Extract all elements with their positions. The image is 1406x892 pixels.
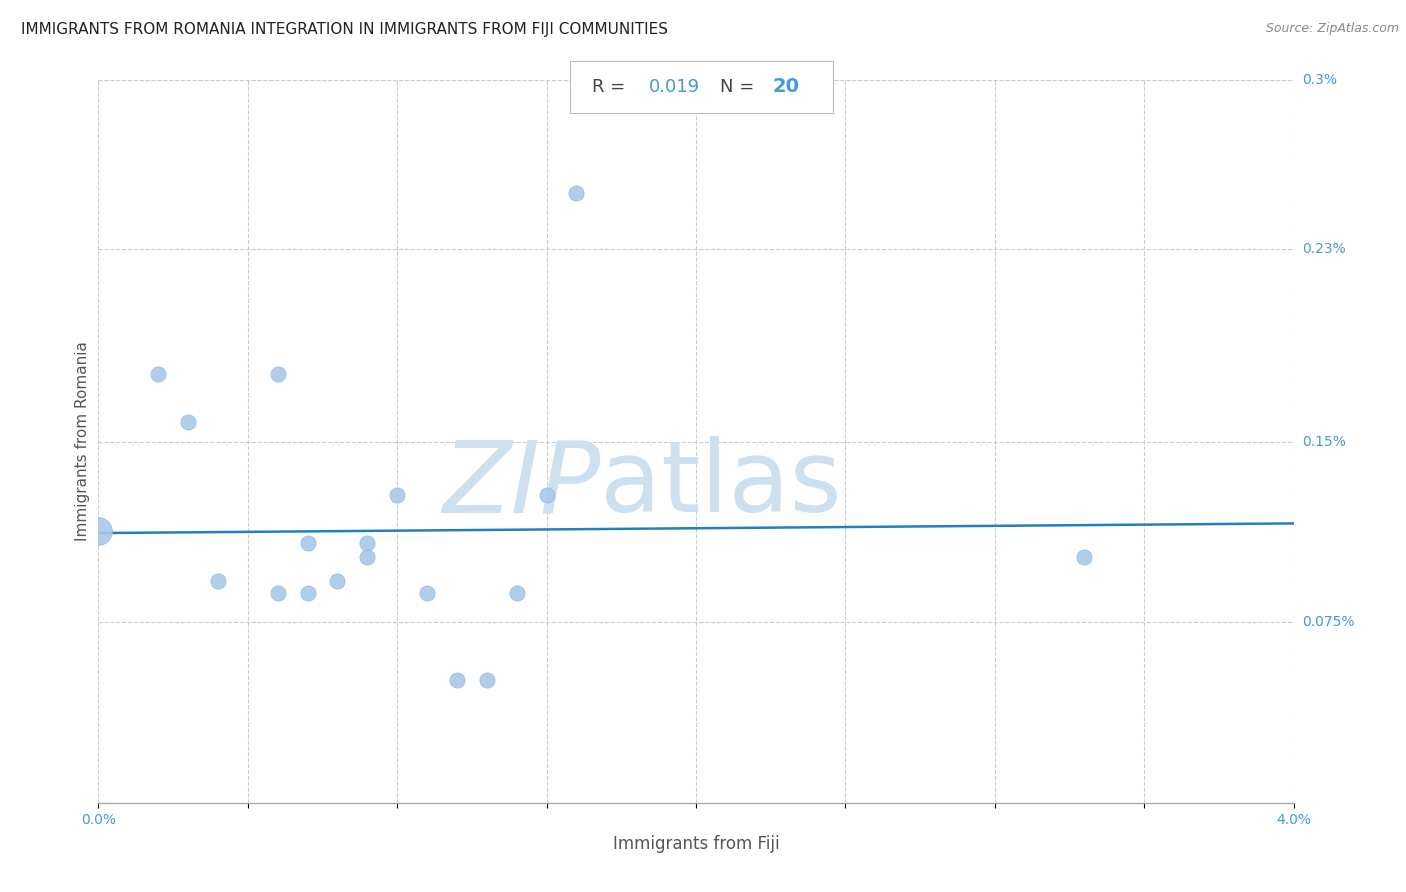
- Point: [506, 586, 529, 600]
- X-axis label: Immigrants from Fiji: Immigrants from Fiji: [613, 835, 779, 853]
- Point: [536, 487, 558, 501]
- Point: [326, 574, 349, 589]
- Text: 0.3%: 0.3%: [1302, 73, 1337, 87]
- Point: [385, 487, 409, 501]
- Point: [177, 415, 200, 429]
- Point: [356, 535, 378, 549]
- Point: [297, 586, 319, 600]
- Text: 0.23%: 0.23%: [1302, 242, 1346, 256]
- Text: 0.15%: 0.15%: [1302, 434, 1346, 449]
- Point: [87, 524, 110, 538]
- Point: [416, 586, 439, 600]
- Point: [148, 367, 170, 381]
- Text: atlas: atlas: [600, 436, 842, 533]
- Point: [1073, 550, 1095, 565]
- Point: [446, 673, 468, 687]
- Point: [356, 550, 378, 565]
- Point: [565, 186, 588, 201]
- Point: [297, 535, 319, 549]
- Point: [267, 367, 290, 381]
- Point: [207, 574, 229, 589]
- Text: 0.075%: 0.075%: [1302, 615, 1354, 629]
- Y-axis label: Immigrants from Romania: Immigrants from Romania: [75, 342, 90, 541]
- Point: [626, 90, 648, 104]
- Point: [267, 586, 290, 600]
- Text: ZIP: ZIP: [441, 436, 600, 533]
- Text: Source: ZipAtlas.com: Source: ZipAtlas.com: [1265, 22, 1399, 36]
- Point: [475, 673, 498, 687]
- Text: IMMIGRANTS FROM ROMANIA INTEGRATION IN IMMIGRANTS FROM FIJI COMMUNITIES: IMMIGRANTS FROM ROMANIA INTEGRATION IN I…: [21, 22, 668, 37]
